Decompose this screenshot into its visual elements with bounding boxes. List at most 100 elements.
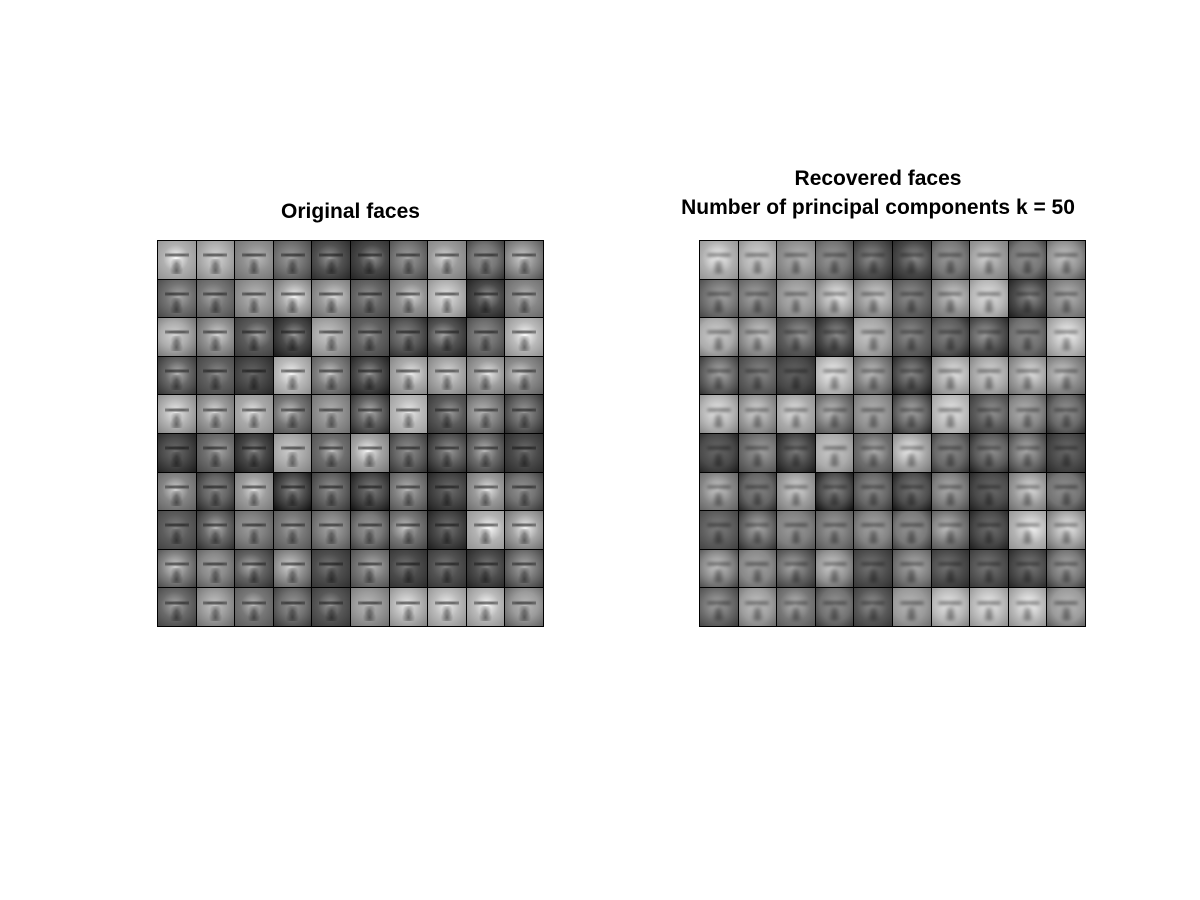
face-thumbnail <box>196 318 235 356</box>
face-thumbnail <box>158 511 196 549</box>
face-thumbnail <box>235 241 273 279</box>
recovered-faces-title: Recovered faces Number of principal comp… <box>578 164 1178 222</box>
face-thumbnail <box>350 472 389 511</box>
face-thumbnail <box>931 588 970 626</box>
face-thumbnail <box>931 356 970 395</box>
face-thumbnail <box>931 433 970 472</box>
face-thumbnail <box>505 279 543 318</box>
face-thumbnail <box>428 318 466 356</box>
face-thumbnail <box>466 433 505 472</box>
face-thumbnail <box>815 318 854 356</box>
face-thumbnail <box>466 549 505 588</box>
face-thumbnail <box>892 395 931 433</box>
face-thumbnail <box>235 588 273 626</box>
face-thumbnail <box>777 395 815 433</box>
face-thumbnail <box>1047 318 1085 356</box>
face-thumbnail <box>466 472 505 511</box>
face-thumbnail <box>700 511 738 549</box>
face-thumbnail <box>738 511 777 549</box>
face-thumbnail <box>505 433 543 472</box>
face-thumbnail <box>815 549 854 588</box>
face-thumbnail <box>700 549 738 588</box>
face-thumbnail <box>158 318 196 356</box>
face-thumbnail <box>1047 433 1085 472</box>
face-thumbnail <box>1008 588 1047 626</box>
face-thumbnail <box>158 588 196 626</box>
face-thumbnail <box>505 356 543 395</box>
face-thumbnail <box>1047 395 1085 433</box>
face-thumbnail <box>273 588 312 626</box>
original-faces-grid <box>157 240 544 627</box>
face-thumbnail <box>389 318 428 356</box>
recovered-faces-grid <box>699 240 1086 627</box>
face-thumbnail <box>738 318 777 356</box>
face-thumbnail <box>505 472 543 511</box>
face-thumbnail <box>777 318 815 356</box>
face-thumbnail <box>892 279 931 318</box>
face-thumbnail <box>1008 472 1047 511</box>
face-thumbnail <box>738 588 777 626</box>
face-thumbnail <box>235 549 273 588</box>
face-thumbnail <box>854 433 892 472</box>
face-thumbnail <box>970 588 1008 626</box>
face-thumbnail <box>700 588 738 626</box>
face-thumbnail <box>196 356 235 395</box>
face-thumbnail <box>350 588 389 626</box>
face-thumbnail <box>738 472 777 511</box>
face-thumbnail <box>428 356 466 395</box>
face-thumbnail <box>312 279 350 318</box>
face-thumbnail <box>505 395 543 433</box>
face-thumbnail <box>389 511 428 549</box>
face-thumbnail <box>700 318 738 356</box>
face-thumbnail <box>1047 356 1085 395</box>
face-thumbnail <box>196 472 235 511</box>
face-thumbnail <box>700 356 738 395</box>
face-thumbnail <box>1008 279 1047 318</box>
face-thumbnail <box>738 356 777 395</box>
face-thumbnail <box>970 279 1008 318</box>
face-thumbnail <box>700 395 738 433</box>
face-thumbnail <box>854 395 892 433</box>
face-thumbnail <box>273 433 312 472</box>
face-thumbnail <box>777 588 815 626</box>
face-thumbnail <box>273 241 312 279</box>
face-thumbnail <box>970 356 1008 395</box>
face-thumbnail <box>815 279 854 318</box>
face-thumbnail <box>312 511 350 549</box>
face-thumbnail <box>1008 511 1047 549</box>
face-thumbnail <box>700 472 738 511</box>
face-thumbnail <box>738 395 777 433</box>
face-thumbnail <box>1008 318 1047 356</box>
face-thumbnail <box>235 279 273 318</box>
face-thumbnail <box>350 318 389 356</box>
face-thumbnail <box>892 472 931 511</box>
face-thumbnail <box>428 241 466 279</box>
face-thumbnail <box>273 356 312 395</box>
recovered-faces-title-line1: Recovered faces <box>794 167 962 190</box>
face-thumbnail <box>389 588 428 626</box>
face-thumbnail <box>273 472 312 511</box>
face-thumbnail <box>970 511 1008 549</box>
original-faces-title-text: Original faces <box>281 200 420 223</box>
face-thumbnail <box>505 588 543 626</box>
face-thumbnail <box>1008 241 1047 279</box>
face-thumbnail <box>970 241 1008 279</box>
face-thumbnail <box>428 549 466 588</box>
face-thumbnail <box>738 241 777 279</box>
face-thumbnail <box>350 511 389 549</box>
face-thumbnail <box>505 549 543 588</box>
face-thumbnail <box>1047 511 1085 549</box>
face-thumbnail <box>738 279 777 318</box>
face-thumbnail <box>777 433 815 472</box>
face-thumbnail <box>350 356 389 395</box>
face-thumbnail <box>970 549 1008 588</box>
face-thumbnail <box>892 511 931 549</box>
face-thumbnail <box>273 279 312 318</box>
recovered-faces-title-line2: Number of principal components k = 50 <box>681 196 1075 219</box>
face-thumbnail <box>196 433 235 472</box>
face-thumbnail <box>777 472 815 511</box>
face-thumbnail <box>815 395 854 433</box>
face-thumbnail <box>1008 549 1047 588</box>
face-thumbnail <box>700 433 738 472</box>
